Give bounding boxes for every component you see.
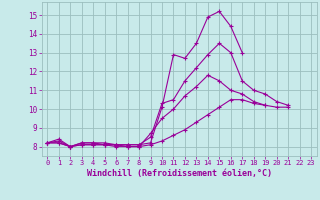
X-axis label: Windchill (Refroidissement éolien,°C): Windchill (Refroidissement éolien,°C) xyxy=(87,169,272,178)
